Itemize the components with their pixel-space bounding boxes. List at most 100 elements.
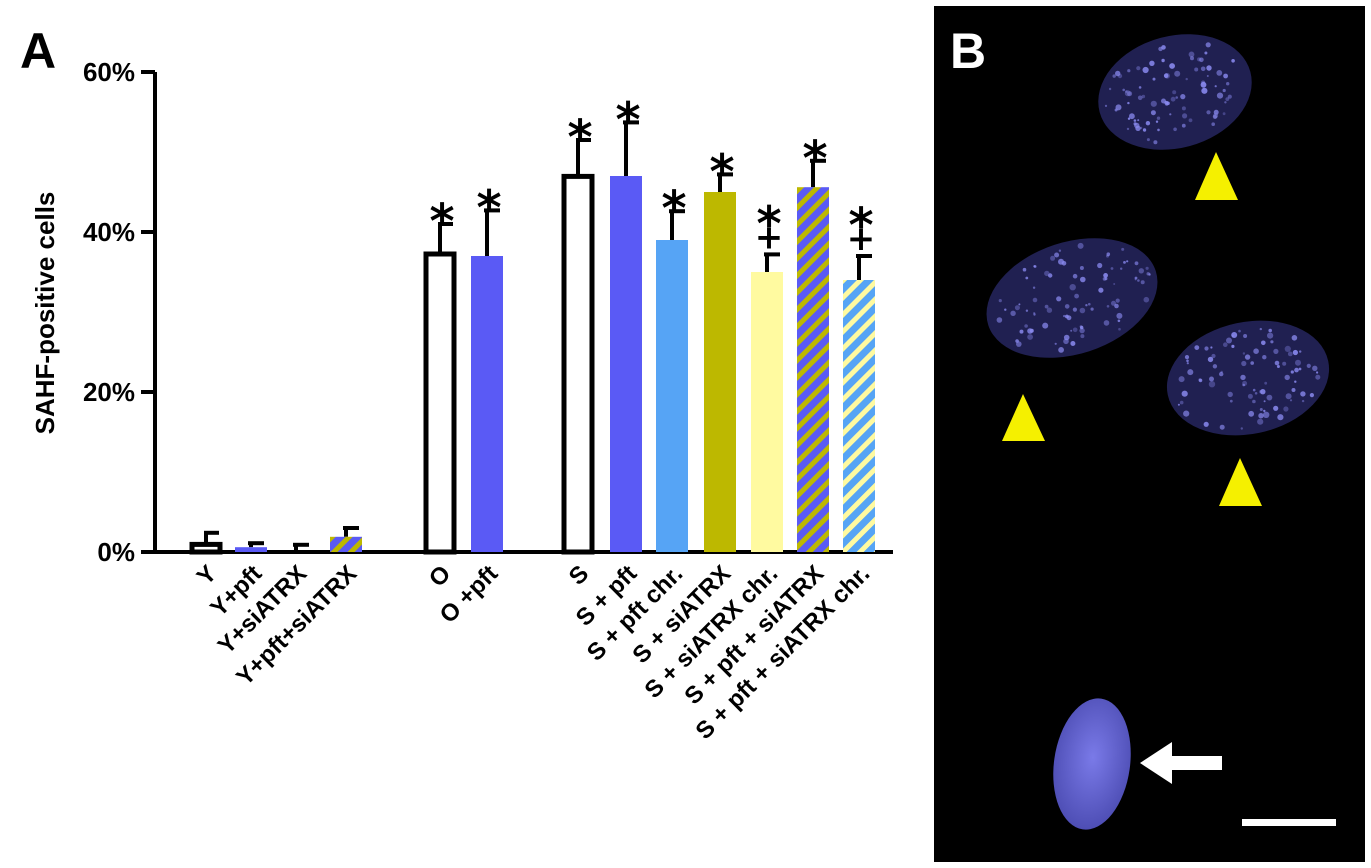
chromatin-focus [1216, 92, 1224, 99]
chromatin-focus [1214, 85, 1217, 88]
chromatin-focus [1085, 304, 1088, 307]
chromatin-focus [1238, 329, 1241, 333]
chromatin-focus [1316, 371, 1319, 374]
arrowhead-marker-3 [1219, 458, 1262, 506]
panel-a-label: A [20, 23, 56, 79]
chromatin-focus [1194, 67, 1199, 72]
chromatin-focus [1219, 371, 1224, 377]
chromatin-focus [1301, 399, 1305, 403]
chromatin-focus [1117, 319, 1121, 323]
chromatin-focus [1295, 359, 1301, 366]
chromatin-focus [1148, 273, 1151, 276]
chromatin-focus [1220, 370, 1223, 374]
chromatin-focus [1182, 113, 1188, 119]
chromatin-focus [1243, 334, 1248, 338]
chromatin-focus [1142, 66, 1149, 74]
chromatin-focus [1277, 414, 1284, 421]
chromatin-focus [1273, 405, 1279, 411]
chromatin-focus [1229, 399, 1233, 403]
chromatin-focus [1199, 57, 1204, 63]
chromatin-focus [1106, 254, 1109, 258]
chromatin-focus [1287, 351, 1293, 357]
bar [610, 176, 642, 552]
significance-star: * [661, 181, 686, 237]
chromatin-focus [1174, 70, 1181, 77]
chromatin-focus [1197, 57, 1202, 62]
chromatin-focus [1186, 359, 1189, 363]
significance-star: * [848, 198, 873, 254]
chromatin-focus [1216, 70, 1223, 76]
chromatin-focus [1177, 403, 1180, 406]
chromatin-focus [1070, 329, 1073, 332]
chromatin-focus [1044, 304, 1049, 309]
chromatin-focus [1113, 283, 1116, 285]
chromatin-focus [1102, 277, 1107, 281]
chromatin-focus [1283, 406, 1289, 412]
chromatin-focus [1285, 393, 1292, 400]
micrograph-panel: B [934, 6, 1365, 862]
chromatin-focus [1170, 96, 1176, 102]
chromatin-focus [1004, 308, 1007, 311]
chromatin-focus [1212, 114, 1218, 120]
chromatin-focus [1157, 128, 1160, 132]
chromatin-focus [1137, 95, 1143, 101]
chromatin-focus [1300, 391, 1306, 397]
chromatin-focus [1268, 328, 1272, 333]
chromatin-focus [1206, 110, 1211, 115]
chromatin-focus [1257, 418, 1264, 425]
significance-star: * [476, 180, 501, 236]
bar [843, 280, 875, 552]
chromatin-focus [1108, 87, 1112, 91]
chromatin-focus [1126, 127, 1130, 131]
chromatin-focus [1309, 393, 1314, 398]
chromatin-focus [1211, 353, 1216, 359]
chromatin-focus [1156, 116, 1161, 120]
chromatin-focus [1150, 110, 1156, 116]
chromatin-focus [1169, 63, 1175, 69]
chromatin-focus [1224, 101, 1227, 104]
chromatin-focus [1024, 324, 1028, 328]
chromatin-focus [1155, 120, 1159, 123]
chromatin-focus [1019, 329, 1024, 334]
chromatin-focus [1186, 362, 1189, 365]
chromatin-focus [1292, 349, 1298, 356]
chromatin-focus [1290, 370, 1294, 374]
chromatin-focus [1173, 127, 1177, 132]
chromatin-focus [1121, 247, 1125, 251]
chromatin-focus [1033, 265, 1036, 268]
chromatin-focus [1206, 65, 1212, 71]
chromatin-focus [1070, 341, 1076, 346]
chromatin-focus [1248, 410, 1255, 417]
significance-plus: + [847, 219, 876, 259]
chromatin-focus [1126, 260, 1129, 263]
chromatin-focus [1127, 91, 1133, 97]
chromatin-focus [1180, 94, 1186, 100]
significance-star: * [756, 196, 781, 252]
y-axis-title: SAHF-positive cells [30, 192, 60, 435]
chromatin-focus [1139, 126, 1143, 130]
chromatin-focus [1106, 305, 1110, 308]
chromatin-focus [1185, 77, 1188, 81]
chromatin-focus [1018, 303, 1021, 306]
chromatin-focus [1227, 94, 1232, 99]
chromatin-focus [1169, 113, 1172, 116]
chromatin-focus [1143, 296, 1150, 303]
bar [797, 187, 829, 552]
chromatin-focus [1022, 267, 1027, 272]
chromatin-focus [1208, 381, 1216, 388]
chromatin-focus [1114, 108, 1118, 112]
y-tick-label: 60% [83, 57, 135, 87]
chromatin-focus [1184, 355, 1190, 360]
chromatin-focus [1103, 273, 1108, 278]
chromatin-focus [1072, 273, 1078, 279]
chromatin-focus [1210, 346, 1213, 349]
chromatin-focus [1201, 87, 1208, 94]
chromatin-focus [1127, 117, 1131, 120]
chromatin-focus [1056, 296, 1062, 302]
chromatin-focus [1058, 249, 1062, 252]
chromatin-focus [1046, 307, 1053, 313]
chromatin-focus [1205, 42, 1211, 48]
chromatin-focus [1242, 352, 1246, 355]
chromatin-focus [1203, 421, 1209, 427]
chromatin-focus [1133, 119, 1137, 122]
